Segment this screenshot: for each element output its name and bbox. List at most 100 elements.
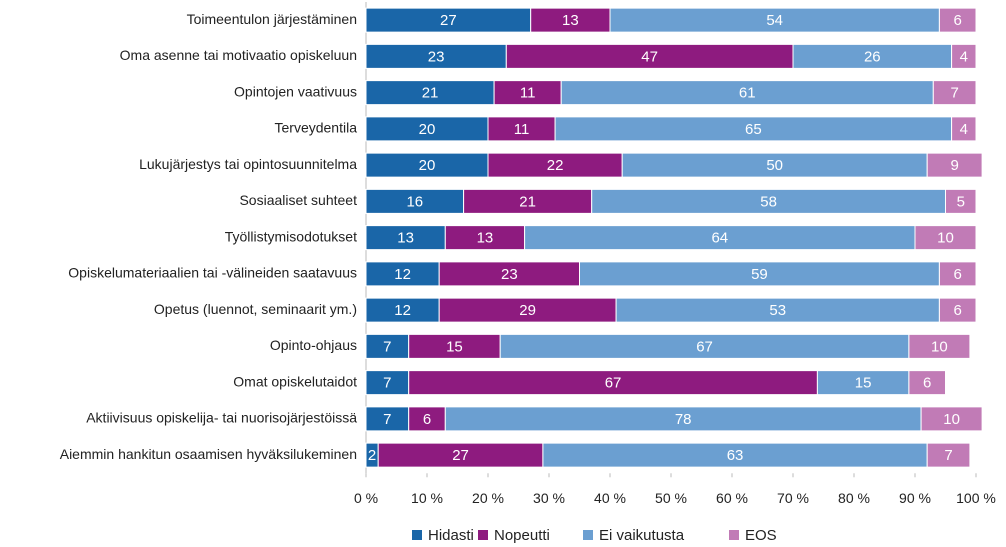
legend-swatch <box>583 530 593 540</box>
category-label: Opiskelumateriaalien tai -välineiden saa… <box>68 265 357 281</box>
bar-segment <box>365 116 489 142</box>
value-label: 23 <box>428 48 445 65</box>
value-label: 6 <box>954 12 962 29</box>
bar-segment <box>377 442 544 468</box>
x-tick-label: 20 % <box>472 490 504 506</box>
bar-segment <box>945 188 977 214</box>
bar-segment <box>792 43 953 69</box>
category-label: Opetus (luennot, seminaarit ym.) <box>154 301 357 317</box>
category-label: Omat opiskelutaidot <box>233 373 357 389</box>
category-label: Toimeentulon järjestäminen <box>187 11 357 27</box>
value-label: 7 <box>944 447 952 464</box>
bar-segment <box>444 225 526 251</box>
value-label: 21 <box>519 193 536 210</box>
bar-segment <box>524 225 916 251</box>
value-label: 53 <box>769 302 786 319</box>
value-label: 67 <box>696 338 713 355</box>
bar-segment <box>920 406 983 432</box>
value-label: 13 <box>397 230 414 247</box>
value-label: 13 <box>562 12 579 29</box>
value-label: 6 <box>923 375 931 392</box>
category-label: Opintojen vaativuus <box>234 83 357 99</box>
bar-segment <box>542 442 928 468</box>
value-label: 21 <box>422 85 439 102</box>
value-label: 6 <box>954 266 962 283</box>
category-label: Työllistymisodotukset <box>225 228 357 244</box>
category-label: Opinto-ohjaus <box>270 337 357 353</box>
value-label: 12 <box>394 266 411 283</box>
bar-segment <box>951 116 977 142</box>
x-tick-label: 0 % <box>354 490 378 506</box>
bar-segment <box>951 43 977 69</box>
legend-label: Hidasti <box>428 527 474 544</box>
bar-segment <box>530 7 611 33</box>
legend-swatch <box>478 530 488 540</box>
value-label: 15 <box>446 338 463 355</box>
value-label: 11 <box>520 85 536 102</box>
value-label: 6 <box>423 411 431 428</box>
value-label: 64 <box>711 230 728 247</box>
category-label: Terveydentila <box>275 120 358 136</box>
bar-segment <box>609 7 940 33</box>
bar-segment <box>493 80 562 106</box>
bar-segment <box>938 297 977 323</box>
bar-segment <box>365 370 410 396</box>
bar-segment <box>365 7 532 33</box>
value-label: 27 <box>440 12 457 29</box>
value-label: 20 <box>419 157 436 174</box>
value-label: 27 <box>452 447 469 464</box>
value-label: 59 <box>751 266 768 283</box>
bar-segment <box>365 80 495 106</box>
category-label: Aktiivisuus opiskelija- tai nuorisojärje… <box>86 410 357 426</box>
value-label: 10 <box>943 411 960 428</box>
value-label: 67 <box>605 375 622 392</box>
bar-segment <box>365 261 440 287</box>
value-label: 26 <box>864 48 881 65</box>
bar-segment <box>908 333 971 359</box>
value-label: 7 <box>383 411 391 428</box>
bar-segment <box>438 261 581 287</box>
legend-swatch <box>412 530 422 540</box>
legend-label: Nopeutti <box>494 527 550 544</box>
value-label: 63 <box>727 447 744 464</box>
value-label: 7 <box>383 338 391 355</box>
bar-segment <box>408 370 818 396</box>
bar-segment <box>554 116 953 142</box>
category-label: Oma asenne tai motivaatio opiskeluun <box>120 47 357 63</box>
value-label: 22 <box>547 157 564 174</box>
bar-segment <box>365 43 507 69</box>
x-tick-label: 70 % <box>777 490 809 506</box>
bar-segment <box>932 80 977 106</box>
value-label: 47 <box>641 48 658 65</box>
value-label: 7 <box>950 85 958 102</box>
value-label: 6 <box>954 302 962 319</box>
legend-swatch <box>729 530 739 540</box>
category-label: Aiemmin hankitun osaamisen hyväksilukemi… <box>60 446 357 462</box>
value-label: 23 <box>501 266 518 283</box>
legend-label: EOS <box>745 527 777 544</box>
legend-label: Ei vaikutusta <box>599 527 685 544</box>
bar-segment <box>926 152 983 178</box>
value-label: 10 <box>931 338 948 355</box>
category-label: Sosiaaliset suhteet <box>239 192 357 208</box>
value-label: 78 <box>675 411 692 428</box>
x-tick-label: 50 % <box>655 490 687 506</box>
bar-segment <box>505 43 794 69</box>
x-tick-label: 30 % <box>533 490 565 506</box>
category-label: Lukujärjestys tai opintosuunnitelma <box>139 156 357 172</box>
bar-segment <box>908 370 947 396</box>
bar-segment <box>926 442 971 468</box>
value-label: 61 <box>739 85 756 102</box>
bar-segment <box>487 152 623 178</box>
value-label: 13 <box>477 230 494 247</box>
value-label: 7 <box>383 375 391 392</box>
bar-segment <box>487 116 556 142</box>
value-label: 4 <box>960 48 968 65</box>
value-label: 58 <box>760 193 777 210</box>
bar-segment <box>408 406 446 432</box>
value-label: 29 <box>519 302 536 319</box>
x-tick-label: 60 % <box>716 490 748 506</box>
value-label: 50 <box>766 157 783 174</box>
value-label: 5 <box>957 193 965 210</box>
